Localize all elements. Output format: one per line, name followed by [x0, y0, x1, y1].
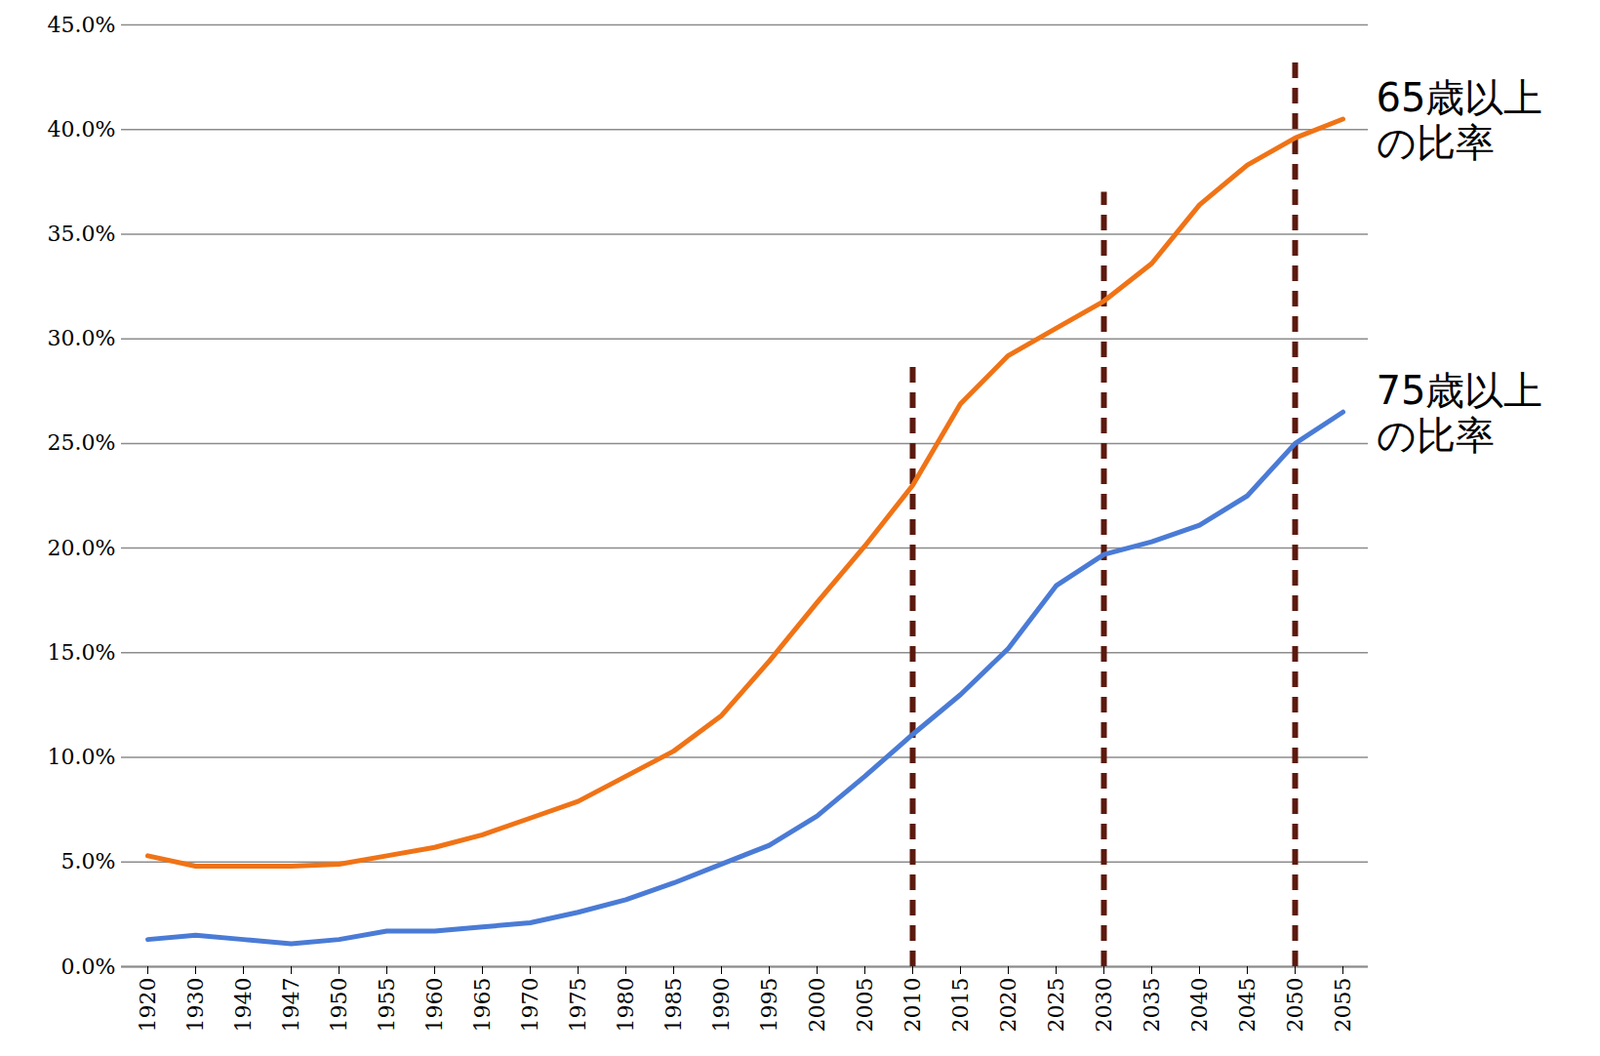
svg-text:1960: 1960 — [422, 977, 447, 1033]
svg-text:2010: 2010 — [900, 977, 925, 1033]
svg-text:10.0%: 10.0% — [47, 744, 117, 769]
svg-text:1980: 1980 — [613, 977, 639, 1033]
svg-text:2045: 2045 — [1235, 977, 1260, 1033]
svg-text:1995: 1995 — [757, 977, 782, 1033]
svg-text:5.0%: 5.0% — [61, 848, 117, 874]
svg-text:1985: 1985 — [661, 977, 686, 1033]
svg-text:2055: 2055 — [1330, 977, 1356, 1033]
svg-text:1940: 1940 — [231, 977, 256, 1033]
svg-text:2030: 2030 — [1091, 977, 1117, 1033]
svg-text:2015: 2015 — [948, 977, 973, 1033]
svg-text:2020: 2020 — [996, 977, 1021, 1033]
svg-text:1970: 1970 — [518, 977, 543, 1033]
svg-text:1990: 1990 — [709, 977, 734, 1033]
svg-text:65歳以上の比率: 65歳以上の比率 — [1376, 75, 1544, 165]
svg-text:75歳以上の比率: 75歳以上の比率 — [1376, 367, 1544, 458]
svg-text:1920: 1920 — [135, 977, 160, 1033]
svg-text:40.0%: 40.0% — [47, 117, 117, 142]
svg-text:2025: 2025 — [1043, 977, 1069, 1033]
svg-text:0.0%: 0.0% — [61, 954, 117, 979]
svg-text:25.0%: 25.0% — [47, 430, 117, 455]
svg-text:1947: 1947 — [279, 977, 304, 1033]
svg-text:20.0%: 20.0% — [47, 535, 117, 560]
svg-text:15.0%: 15.0% — [47, 640, 117, 665]
svg-text:45.0%: 45.0% — [47, 12, 117, 38]
svg-text:1975: 1975 — [565, 977, 591, 1033]
svg-text:2050: 2050 — [1282, 977, 1308, 1033]
svg-text:1965: 1965 — [470, 977, 495, 1033]
svg-text:2035: 2035 — [1139, 977, 1164, 1033]
svg-text:30.0%: 30.0% — [47, 325, 117, 351]
svg-text:1950: 1950 — [326, 977, 352, 1033]
svg-text:1955: 1955 — [374, 977, 400, 1033]
svg-text:2005: 2005 — [852, 977, 878, 1033]
svg-text:2000: 2000 — [804, 977, 830, 1033]
svg-text:2040: 2040 — [1187, 977, 1212, 1033]
svg-text:35.0%: 35.0% — [47, 221, 117, 246]
svg-text:1930: 1930 — [183, 977, 208, 1033]
